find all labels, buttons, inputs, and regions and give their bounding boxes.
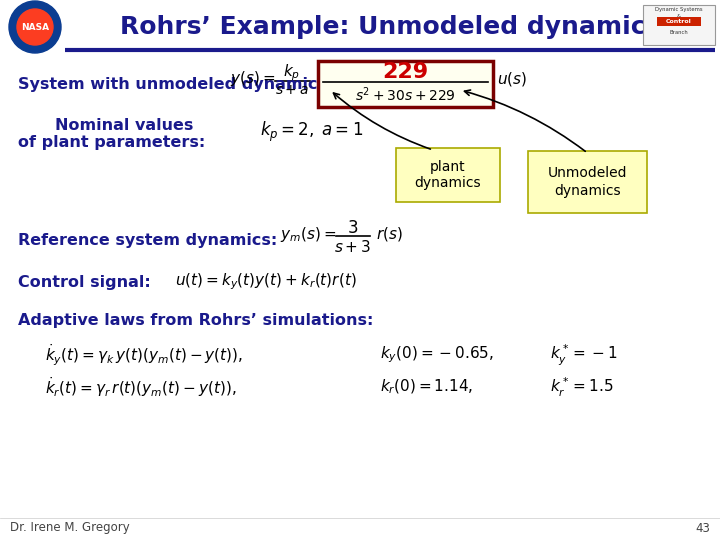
Circle shape bbox=[9, 1, 61, 53]
Text: plant: plant bbox=[430, 160, 466, 174]
Text: $k_y(0) = -0.65,$: $k_y(0) = -0.65,$ bbox=[380, 345, 494, 365]
Text: $u(t) = k_y(t)y(t)+k_r(t)r(t)$: $u(t) = k_y(t)y(t)+k_r(t)r(t)$ bbox=[175, 272, 356, 292]
Text: dynamics: dynamics bbox=[415, 176, 481, 190]
Text: System with unmodeled dynamics:: System with unmodeled dynamics: bbox=[18, 78, 333, 92]
Text: $s^2+30s+229$: $s^2+30s+229$ bbox=[355, 86, 456, 104]
Text: Branch: Branch bbox=[670, 30, 688, 35]
Text: $3$: $3$ bbox=[347, 219, 359, 237]
Text: $s+a$: $s+a$ bbox=[275, 83, 309, 97]
Text: $k_p = 2,\; a = 1$: $k_p = 2,\; a = 1$ bbox=[260, 120, 364, 144]
Text: Unmodeled: Unmodeled bbox=[548, 166, 627, 180]
Text: Control signal:: Control signal: bbox=[18, 274, 150, 289]
Text: $y(s)=$: $y(s)=$ bbox=[230, 70, 275, 89]
Text: 229: 229 bbox=[382, 62, 428, 82]
Text: $k_p$: $k_p$ bbox=[284, 63, 300, 83]
Text: $\dot{k}_r(t) = \gamma_r\, r(t)(y_m(t)-y(t)),$: $\dot{k}_r(t) = \gamma_r\, r(t)(y_m(t)-y… bbox=[45, 375, 237, 399]
Text: $y_m(s)=$: $y_m(s)=$ bbox=[280, 225, 336, 244]
Text: Rohrs’ Example: Unmodeled dynamics: Rohrs’ Example: Unmodeled dynamics bbox=[120, 15, 660, 39]
Text: Control: Control bbox=[666, 19, 692, 24]
Text: Dynamic Systems: Dynamic Systems bbox=[655, 8, 703, 12]
Text: &: & bbox=[677, 14, 681, 18]
FancyBboxPatch shape bbox=[657, 17, 701, 26]
Text: NASA: NASA bbox=[21, 23, 49, 31]
FancyBboxPatch shape bbox=[643, 5, 715, 45]
FancyBboxPatch shape bbox=[528, 151, 647, 213]
FancyBboxPatch shape bbox=[396, 148, 500, 202]
Text: of plant parameters:: of plant parameters: bbox=[18, 134, 205, 150]
Text: $k_y^* = -1$: $k_y^* = -1$ bbox=[550, 342, 618, 368]
Text: dynamics: dynamics bbox=[554, 184, 621, 198]
Text: $k_r(0) = 1.14,$: $k_r(0) = 1.14,$ bbox=[380, 378, 473, 396]
Text: $\dot{k}_y(t) = \gamma_k\, y(t)(y_m(t)-y(t)),$: $\dot{k}_y(t) = \gamma_k\, y(t)(y_m(t)-y… bbox=[45, 342, 243, 368]
Text: $r(s)$: $r(s)$ bbox=[376, 225, 402, 243]
Text: $u(s)$: $u(s)$ bbox=[497, 70, 527, 88]
Text: Dr. Irene M. Gregory: Dr. Irene M. Gregory bbox=[10, 522, 130, 535]
Text: Nominal values: Nominal values bbox=[55, 118, 194, 132]
FancyBboxPatch shape bbox=[318, 61, 493, 107]
Text: $k_r^* = 1.5$: $k_r^* = 1.5$ bbox=[550, 375, 613, 399]
Text: Adaptive laws from Rohrs’ simulations:: Adaptive laws from Rohrs’ simulations: bbox=[18, 313, 374, 327]
Text: $s+3$: $s+3$ bbox=[334, 239, 372, 255]
Text: 43: 43 bbox=[695, 522, 710, 535]
Text: Reference system dynamics:: Reference system dynamics: bbox=[18, 233, 277, 247]
Circle shape bbox=[17, 9, 53, 45]
